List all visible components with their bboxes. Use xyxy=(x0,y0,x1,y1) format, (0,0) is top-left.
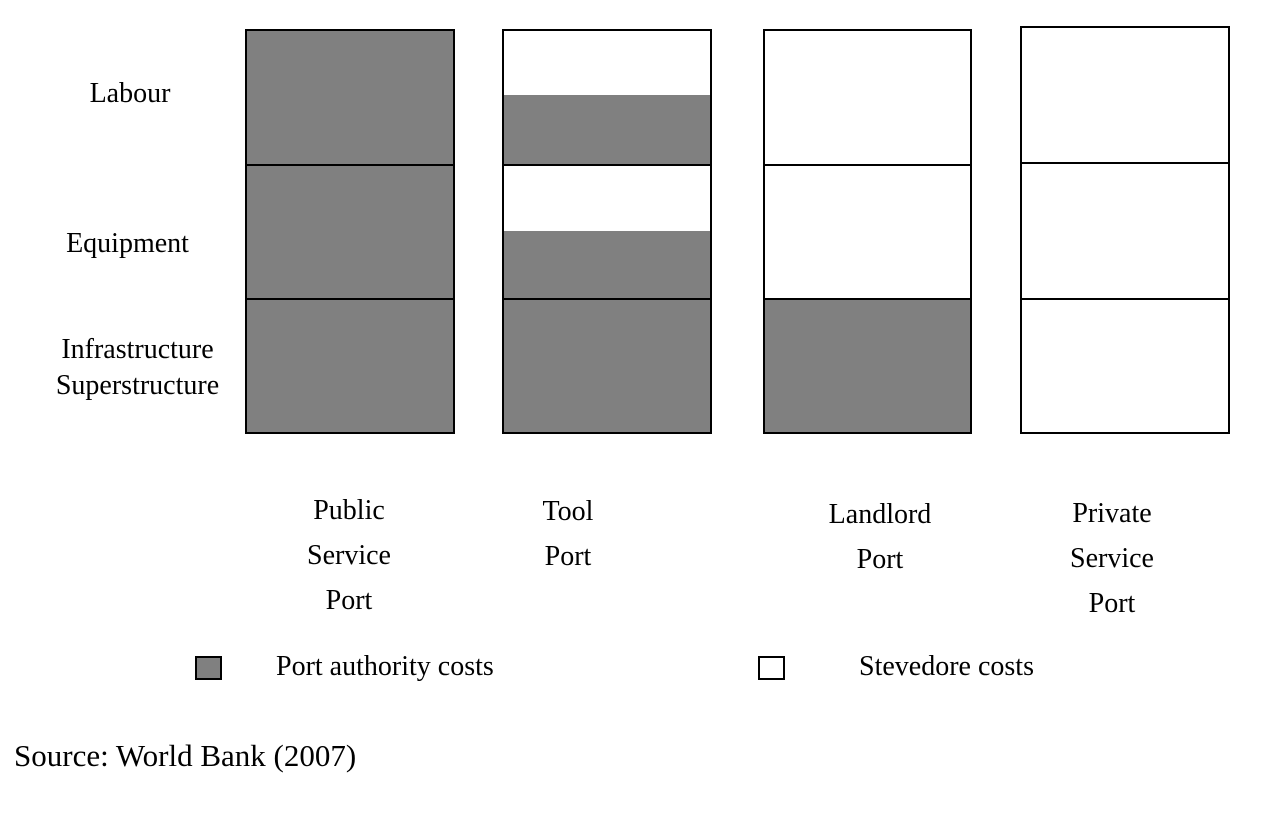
cell-tool-equipment-authority xyxy=(504,231,710,299)
divider xyxy=(247,298,453,300)
row-label-labour: Labour xyxy=(89,78,171,109)
cell-public-labour xyxy=(247,31,453,165)
row-label-equipment: Equipment xyxy=(66,228,189,259)
source-caption: Source: World Bank (2007) xyxy=(14,738,357,773)
cell-landlord-labour xyxy=(765,31,970,165)
column-public-service-port xyxy=(245,29,455,434)
column-label-line: Service xyxy=(1070,543,1154,574)
cell-tool-infrastructure xyxy=(504,299,710,432)
legend-swatch-port-authority xyxy=(195,656,222,680)
row-label-superstructure-line2: Superstructure xyxy=(55,370,220,401)
divider xyxy=(765,298,970,300)
column-private-service-port xyxy=(1020,26,1230,434)
column-label-landlord-port: Landlord Port xyxy=(800,492,960,582)
column-landlord-port xyxy=(763,29,972,434)
column-label-line: Port xyxy=(1088,588,1136,619)
divider xyxy=(1022,162,1228,164)
cell-tool-labour-authority xyxy=(504,95,710,165)
row-label-infrastructure-line1: Infrastructure xyxy=(61,334,214,365)
column-label-line: Port xyxy=(544,541,592,572)
cell-public-equipment xyxy=(247,165,453,299)
cell-tool-equipment-stevedore xyxy=(504,165,710,231)
column-label-line: Port xyxy=(856,544,904,575)
column-label-private-service-port: Private Service Port xyxy=(1042,491,1182,626)
column-label-public-service-port: Public Service Port xyxy=(279,488,419,623)
column-label-line: Service xyxy=(307,540,391,571)
cell-private-labour xyxy=(1022,28,1228,163)
divider xyxy=(247,164,453,166)
column-label-line: Port xyxy=(325,585,373,616)
legend-label-port-authority: Port authority costs xyxy=(276,651,494,682)
cell-tool-labour-stevedore xyxy=(504,31,710,95)
cell-landlord-equipment xyxy=(765,165,970,299)
column-tool-port xyxy=(502,29,712,434)
legend-swatch-stevedore xyxy=(758,656,785,680)
column-label-line: Public xyxy=(313,495,385,526)
cell-private-infrastructure xyxy=(1022,299,1228,432)
column-label-line: Private xyxy=(1072,498,1152,529)
column-label-tool-port: Tool Port xyxy=(518,489,618,579)
divider xyxy=(504,298,710,300)
divider xyxy=(504,164,710,166)
column-label-line: Tool xyxy=(542,496,594,527)
legend-label-stevedore: Stevedore costs xyxy=(859,651,1034,682)
divider xyxy=(1022,298,1228,300)
cell-private-equipment xyxy=(1022,163,1228,299)
column-label-line: Landlord xyxy=(828,499,932,530)
row-label-infrastructure: Infrastructure Superstructure xyxy=(40,332,235,404)
divider xyxy=(765,164,970,166)
cell-public-infrastructure xyxy=(247,299,453,432)
cell-landlord-infrastructure xyxy=(765,299,970,432)
